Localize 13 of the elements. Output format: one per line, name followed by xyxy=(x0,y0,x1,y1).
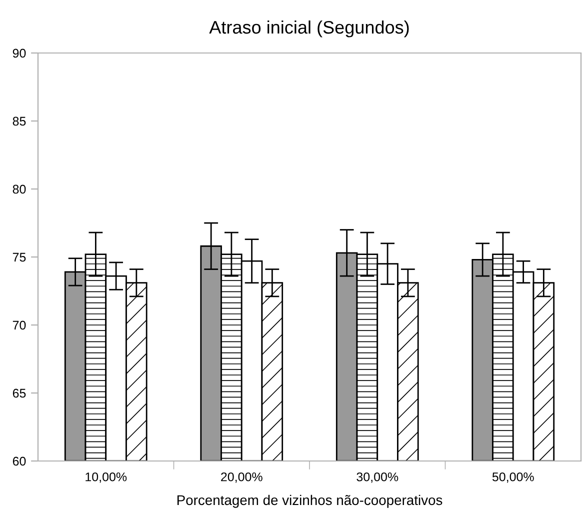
y-tick-label: 90 xyxy=(12,48,26,58)
y-tick-label: 80 xyxy=(12,184,26,194)
x-tick-label: 50,00% xyxy=(492,472,534,483)
chart-title: Atraso inicial (Segundos) xyxy=(209,20,409,38)
y-tick-label: 70 xyxy=(12,320,26,330)
y-tick-label: 60 xyxy=(12,456,26,466)
y-tick-label: 85 xyxy=(12,116,26,126)
y-tick-label: 75 xyxy=(12,252,26,262)
x-tick-label: 30,00% xyxy=(356,472,398,483)
y-tick-label: 65 xyxy=(12,388,26,398)
x-tick-label: 20,00% xyxy=(221,472,262,483)
x-axis-title: Porcentagem de vizinhos não-cooperativos xyxy=(177,494,442,508)
x-tick-label: 10,00% xyxy=(86,472,127,483)
